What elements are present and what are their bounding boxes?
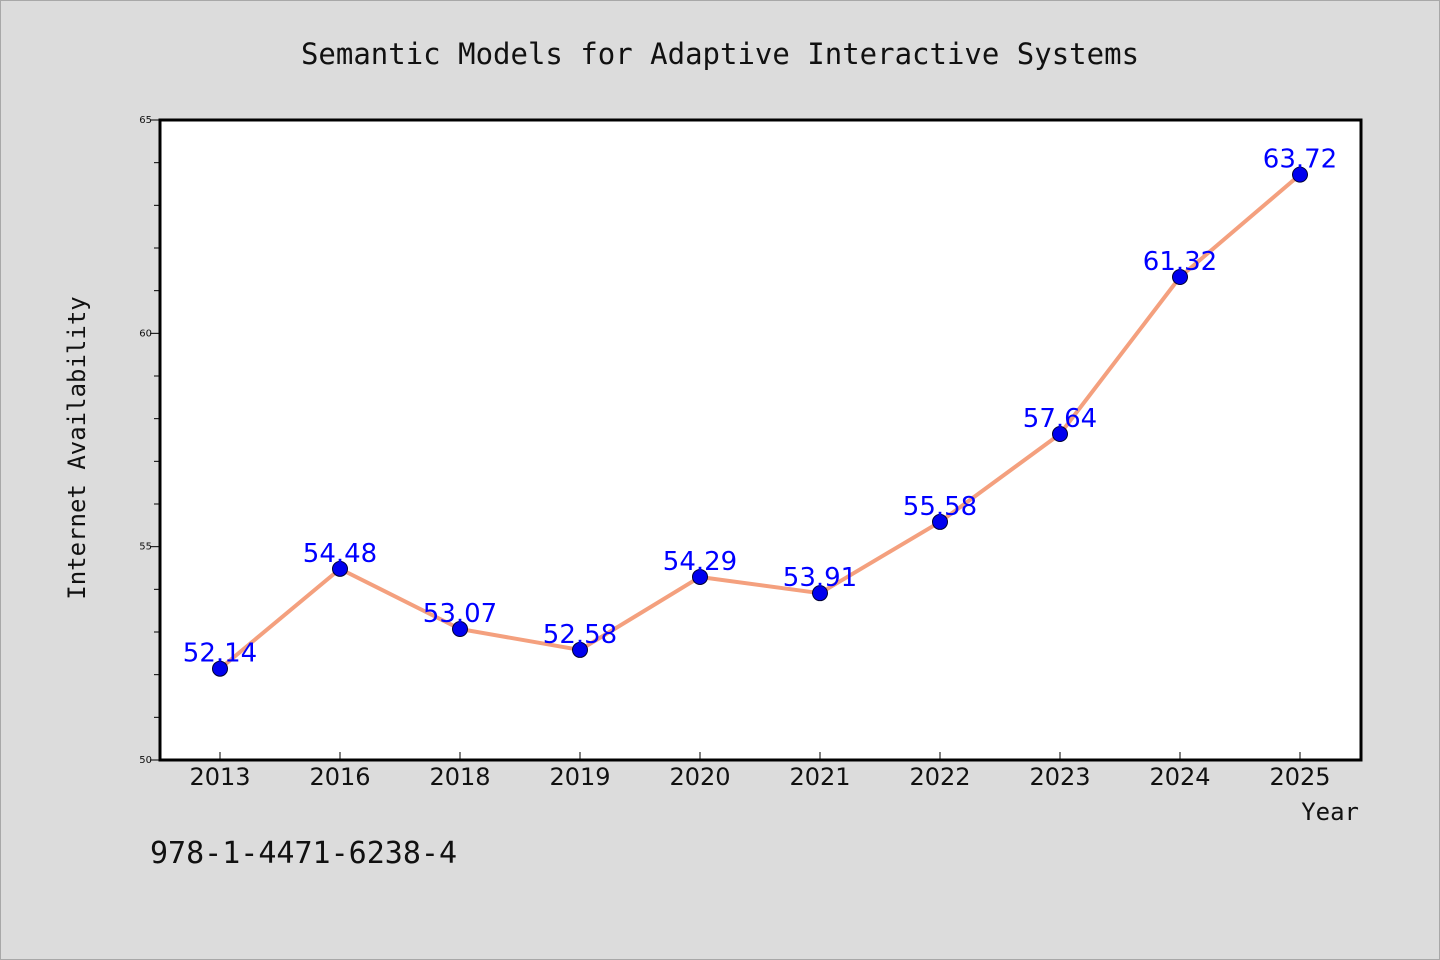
- data-label: 53.07: [423, 599, 497, 629]
- data-label: 61.32: [1143, 247, 1217, 277]
- y-tick-label: 50: [139, 755, 152, 766]
- x-tick-label: 2016: [309, 763, 370, 791]
- data-point: [932, 513, 948, 530]
- data-point: [452, 621, 468, 638]
- x-tick-label: 2020: [669, 763, 730, 791]
- isbn-text: 978-1-4471-6238-4: [150, 836, 457, 871]
- data-label: 52.58: [543, 620, 617, 650]
- x-tick-label: 2022: [909, 763, 970, 791]
- x-tick-label: 2025: [1269, 763, 1330, 791]
- x-tick-label: 2024: [1149, 763, 1210, 791]
- x-axis-label: Year: [1301, 798, 1359, 826]
- data-label: 52.14: [183, 639, 257, 669]
- x-tick-label: 2023: [1029, 763, 1090, 791]
- data-point: [1052, 426, 1068, 443]
- data-label: 57.64: [1023, 404, 1097, 434]
- y-axis-label: Internet Availability: [63, 296, 91, 599]
- plot-area: [158, 118, 1363, 762]
- chart-title: Semantic Models for Adaptive Interactive…: [301, 37, 1139, 71]
- x-tick-label: 2013: [189, 763, 250, 791]
- series-line: [218, 172, 1302, 671]
- data-label: 53.91: [783, 563, 857, 593]
- data-point: [692, 568, 708, 585]
- y-tick-label: 60: [139, 328, 152, 339]
- x-axis: 2013 2016 2018 2019 2020 2021 2022 2023 2024 2025: [189, 752, 1331, 791]
- data-point: [572, 641, 588, 658]
- data-point: [332, 560, 348, 577]
- data-label: 55.58: [903, 492, 977, 522]
- x-tick-label: 2019: [549, 763, 610, 791]
- x-tick-label: 2021: [789, 763, 850, 791]
- data-label: 63.72: [1263, 145, 1337, 175]
- data-point: [1172, 269, 1188, 286]
- data-label: 54.29: [663, 547, 737, 577]
- data-point: [812, 585, 828, 602]
- y-axis: 50 55 60 65: [139, 115, 159, 766]
- data-point: [1292, 166, 1308, 183]
- y-tick-label: 55: [139, 542, 152, 553]
- data-label: 54.48: [303, 539, 377, 569]
- data-point: [212, 660, 228, 677]
- series-layer: 52.14 54.48 53.07 52.58 54.29 53.91 55.58 57.64…: [183, 145, 1337, 677]
- x-tick-label: 2018: [429, 763, 490, 791]
- y-tick-label: 65: [139, 115, 152, 126]
